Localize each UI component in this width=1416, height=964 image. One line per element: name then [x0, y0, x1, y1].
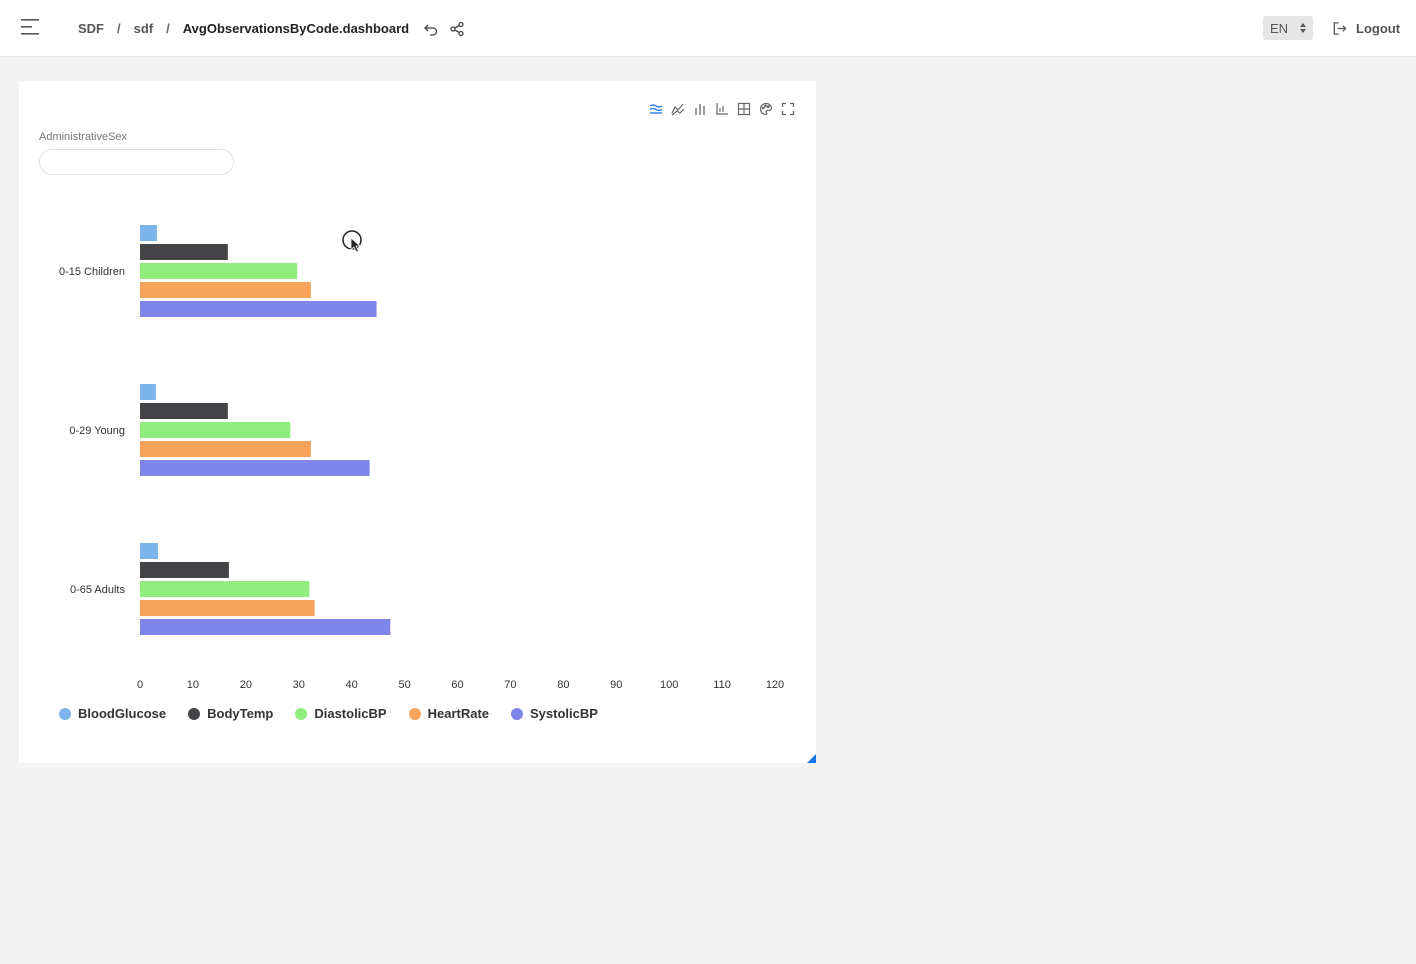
breadcrumb-separator: /	[117, 21, 121, 36]
x-tick-label: 0	[137, 679, 143, 691]
legend-label: BodyTemp	[207, 706, 274, 721]
x-tick-label: 20	[240, 679, 252, 691]
logout-label: Logout	[1356, 21, 1401, 36]
category-label: 0-15 Children	[59, 266, 125, 278]
table-icon[interactable]	[733, 100, 755, 118]
bar-heartrate-3[interactable]	[140, 600, 315, 616]
axis-icon[interactable]	[711, 100, 733, 118]
x-tick-label: 90	[610, 679, 622, 691]
bar-systolicbp-2[interactable]	[140, 460, 370, 476]
line-chart-icon[interactable]	[667, 100, 689, 118]
bar-bodytemp-3[interactable]	[140, 562, 229, 578]
x-tick-label: 30	[293, 679, 305, 691]
bar-bloodglucose-2[interactable]	[140, 384, 156, 400]
legend-item-systolicbp[interactable]: SystolicBP	[511, 706, 598, 721]
resize-handle[interactable]	[807, 754, 816, 763]
legend-label: SystolicBP	[530, 706, 598, 721]
select-arrows-icon	[1299, 21, 1307, 38]
revert-icon[interactable]	[421, 19, 441, 39]
bar-diastolicbp-1[interactable]	[140, 263, 298, 279]
bar-heartrate-1[interactable]	[140, 282, 311, 298]
stacked-bars-icon[interactable]	[645, 100, 667, 118]
category-label: 0-29 Young	[69, 425, 125, 437]
legend-label: DiastolicBP	[314, 706, 387, 721]
bar-systolicbp-1[interactable]	[140, 301, 377, 317]
x-tick-label: 40	[346, 679, 358, 691]
bar-bloodglucose-3[interactable]	[140, 543, 158, 559]
chart-toolbar	[645, 100, 799, 118]
legend-dot-icon	[295, 707, 308, 720]
legend-item-diastolicbp[interactable]: DiastolicBP	[295, 706, 387, 721]
bar-chart-icon[interactable]	[689, 100, 711, 118]
bar-bloodglucose-1[interactable]	[140, 225, 157, 241]
breadcrumb-folder[interactable]: sdf	[133, 21, 154, 36]
breadcrumb: SDF / sdf / AvgObservationsByCode.dashbo…	[78, 0, 473, 57]
category-label: 0-65 Adults	[70, 584, 126, 596]
x-tick-label: 110	[713, 679, 731, 691]
chart-legend: BloodGlucose BodyTemp DiastolicBP HeartRate…	[59, 706, 620, 721]
hamburger-menu-icon[interactable]	[19, 16, 41, 38]
legend-item-heartrate[interactable]: HeartRate	[408, 706, 490, 721]
share-icon[interactable]	[447, 19, 467, 39]
logout-icon	[1333, 22, 1347, 35]
breadcrumb-root[interactable]: SDF	[78, 21, 104, 36]
x-tick-label: 70	[504, 679, 516, 691]
x-tick-label: 60	[451, 679, 463, 691]
legend-dot-icon	[188, 707, 201, 720]
breadcrumb-current: AvgObservationsByCode.dashboard	[182, 21, 410, 36]
x-tick-label: 120	[766, 679, 784, 691]
legend-dot-icon	[59, 707, 71, 720]
legend-item-bodytemp[interactable]: BodyTemp	[188, 706, 273, 721]
top-bar: SDF / sdf / AvgObservationsByCode.dashbo…	[0, 0, 1416, 57]
bar-heartrate-2[interactable]	[140, 441, 311, 457]
language-value: EN	[1270, 20, 1289, 36]
filter-label: AdministrativeSex	[39, 131, 128, 143]
palette-icon[interactable]	[755, 100, 777, 118]
bar-bodytemp-1[interactable]	[140, 244, 228, 260]
bar-bodytemp-2[interactable]	[140, 403, 228, 419]
x-tick-label: 50	[398, 679, 410, 691]
bar-chart: 0-15 Children 0-29 Young 0-65 Adults 0 10 20 3…	[59, 225, 784, 691]
legend-dot-icon	[408, 707, 421, 720]
fullscreen-icon[interactable]	[777, 100, 799, 118]
legend-label: HeartRate	[427, 706, 490, 721]
language-select[interactable]: EN	[1263, 16, 1313, 40]
legend-dot-icon	[511, 707, 524, 720]
dashboard-widget: AdministrativeSex 0-15 Children 0-29 Youn…	[19, 81, 816, 763]
bar-systolicbp-3[interactable]	[140, 619, 391, 635]
legend-label: BloodGlucose	[78, 706, 167, 721]
breadcrumb-separator: /	[166, 21, 170, 36]
administrative-sex-filter-input[interactable]	[39, 149, 234, 175]
x-tick-label: 10	[187, 679, 199, 691]
legend-item-bloodglucose[interactable]: BloodGlucose	[59, 706, 166, 721]
x-tick-label: 100	[660, 679, 678, 691]
x-tick-label: 80	[557, 679, 569, 691]
bar-diastolicbp-2[interactable]	[140, 422, 291, 438]
logout-button[interactable]: Logout	[1332, 0, 1400, 57]
bar-diastolicbp-3[interactable]	[140, 581, 310, 597]
